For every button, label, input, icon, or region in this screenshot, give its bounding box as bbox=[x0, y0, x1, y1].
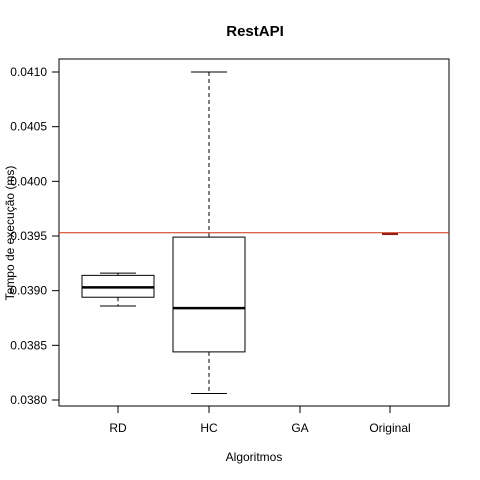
x-tick-label: Original bbox=[369, 421, 410, 435]
y-tick-label: 0.0395 bbox=[10, 229, 47, 243]
x-axis-label: Algoritmos bbox=[226, 450, 283, 464]
y-tick-label: 0.0380 bbox=[10, 393, 47, 407]
x-axis-ticks: RD HC GA Original bbox=[109, 406, 411, 435]
y-tick-label: 0.0405 bbox=[10, 120, 47, 134]
y-axis-label: Tempo de execução (ms) bbox=[3, 166, 17, 301]
y-tick-label: 0.0390 bbox=[10, 284, 47, 298]
x-tick-label: RD bbox=[109, 421, 127, 435]
y-tick-label: 0.0410 bbox=[10, 65, 47, 79]
box-hc bbox=[172, 71, 246, 394]
x-tick-label: HC bbox=[200, 421, 218, 435]
y-axis-ticks: 0.0380 0.0385 0.0390 0.0395 0.0400 0.0405 0.04… bbox=[10, 65, 59, 407]
boxes bbox=[81, 71, 398, 394]
x-tick-label: GA bbox=[291, 421, 308, 435]
y-tick-label: 0.0385 bbox=[10, 338, 47, 352]
iqr-box bbox=[172, 236, 246, 353]
box-rd bbox=[81, 272, 155, 307]
chart-title: RestAPI bbox=[226, 23, 284, 40]
y-tick-label: 0.0400 bbox=[10, 174, 47, 188]
